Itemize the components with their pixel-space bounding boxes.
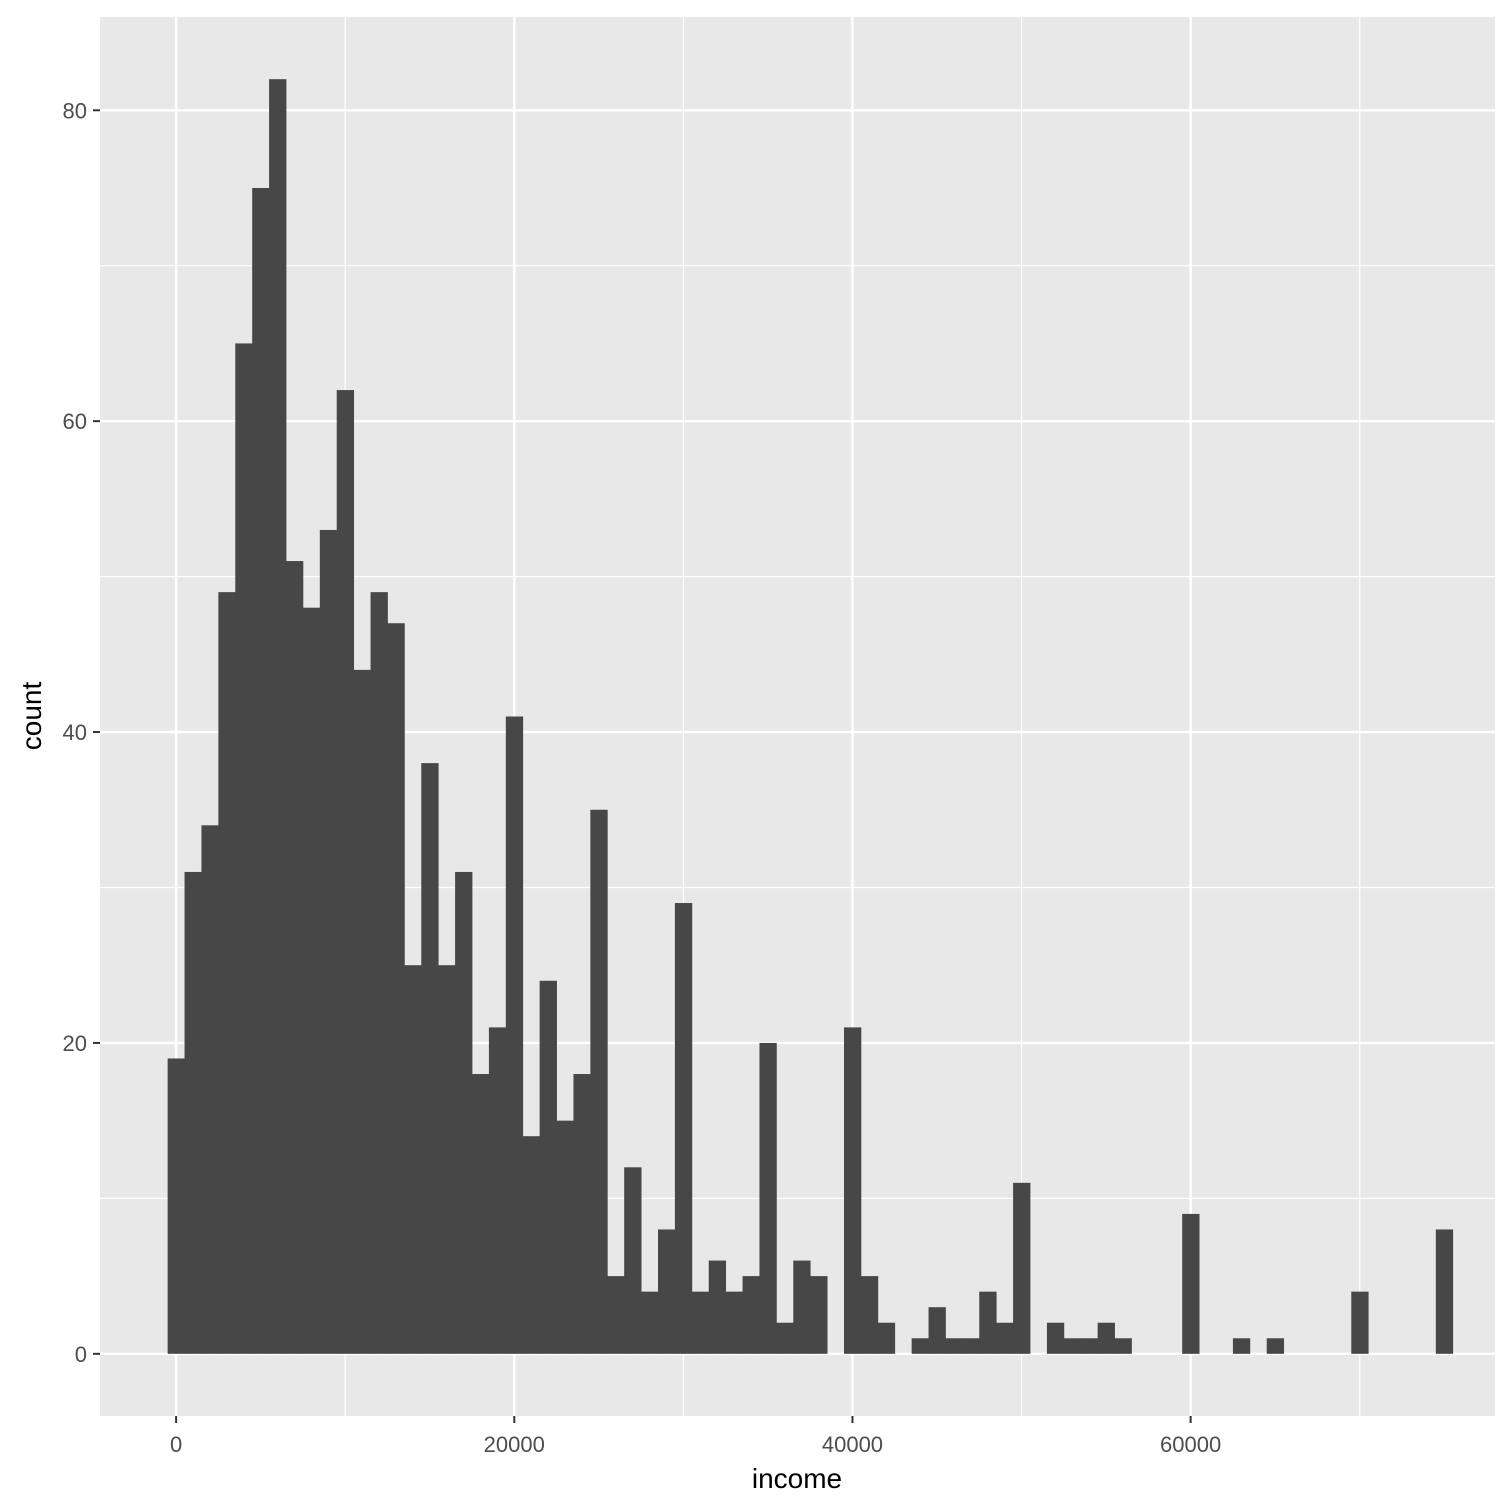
- bars: [167, 79, 1454, 1354]
- histogram-bar: [269, 79, 287, 1354]
- histogram-bar: [962, 1338, 980, 1354]
- histogram-bar: [1080, 1338, 1099, 1354]
- histogram-bar: [319, 529, 338, 1354]
- histogram-bar: [573, 1074, 591, 1354]
- histogram-bar: [979, 1291, 997, 1354]
- histogram-bar: [1182, 1213, 1200, 1354]
- histogram-bar: [1114, 1338, 1132, 1354]
- histogram-bar: [505, 716, 524, 1354]
- histogram-bar: [725, 1291, 743, 1354]
- histogram-bar: [674, 903, 693, 1354]
- histogram-bar: [691, 1291, 710, 1354]
- histogram-bar: [1097, 1322, 1115, 1354]
- histogram-bar: [556, 1120, 574, 1354]
- histogram-bar: [1063, 1338, 1082, 1354]
- axis-ticks: [93, 109, 1192, 1423]
- histogram-bar: [776, 1322, 794, 1354]
- histogram-bar: [218, 592, 236, 1354]
- x-tick-label: 40000: [822, 1432, 883, 1457]
- x-axis-title: income: [752, 1463, 842, 1494]
- histogram-bar: [759, 1042, 777, 1354]
- histogram-bar: [945, 1338, 963, 1354]
- histogram-bar: [742, 1276, 760, 1354]
- histogram-bar: [658, 1229, 676, 1354]
- histogram-bar: [336, 390, 355, 1354]
- histogram-bar: [184, 871, 202, 1354]
- histogram-bar: [167, 1058, 185, 1354]
- y-tick-label: 0: [75, 1342, 87, 1367]
- histogram-bar: [877, 1322, 896, 1354]
- histogram-bar: [1435, 1229, 1454, 1354]
- histogram-bar: [1232, 1338, 1251, 1354]
- histogram-bar: [1013, 1182, 1031, 1354]
- histogram-bar: [844, 1027, 862, 1354]
- histogram-bar: [539, 980, 557, 1354]
- histogram-bar: [472, 1074, 490, 1354]
- histogram-bar: [810, 1276, 828, 1354]
- y-tick-label: 20: [63, 1031, 87, 1056]
- axis-tick-labels: 0 20000 40000 60000 0 20 40 60 80: [63, 98, 1222, 1457]
- histogram-bar: [996, 1322, 1014, 1354]
- y-tick-label: 40: [63, 720, 87, 745]
- histogram-bar: [1351, 1291, 1369, 1354]
- x-tick-label: 20000: [484, 1432, 545, 1457]
- histogram-bar: [421, 763, 439, 1354]
- y-tick-label: 60: [63, 409, 87, 434]
- histogram-bar: [911, 1338, 929, 1354]
- y-axis-title: count: [16, 682, 47, 751]
- histogram-bar: [607, 1276, 625, 1354]
- histogram-bar: [201, 825, 219, 1354]
- histogram-bar: [793, 1260, 811, 1354]
- histogram-bar: [624, 1167, 642, 1354]
- histogram-bar: [928, 1307, 946, 1354]
- histogram-bar: [286, 561, 304, 1354]
- histogram-bar: [455, 871, 473, 1354]
- histogram-bar: [488, 1027, 507, 1354]
- histogram-bar: [235, 343, 253, 1354]
- histogram-bar: [387, 623, 405, 1354]
- histogram-bar: [404, 965, 422, 1354]
- histogram-bar: [252, 187, 270, 1354]
- histogram-bar: [438, 965, 456, 1354]
- histogram-bar: [302, 607, 321, 1354]
- histogram-bar: [1266, 1338, 1285, 1354]
- histogram-bar: [370, 592, 388, 1354]
- histogram-bar: [1046, 1322, 1065, 1354]
- histogram-bar: [641, 1291, 659, 1354]
- x-tick-label: 0: [170, 1432, 182, 1457]
- histogram-bar: [522, 1136, 541, 1354]
- y-tick-label: 80: [63, 98, 87, 123]
- histogram-bar: [860, 1276, 879, 1354]
- histogram-bar: [708, 1260, 727, 1354]
- x-tick-label: 60000: [1160, 1432, 1221, 1457]
- histogram-bar: [353, 669, 371, 1354]
- grid-minor: [100, 17, 1495, 1416]
- histogram-bar: [590, 809, 608, 1354]
